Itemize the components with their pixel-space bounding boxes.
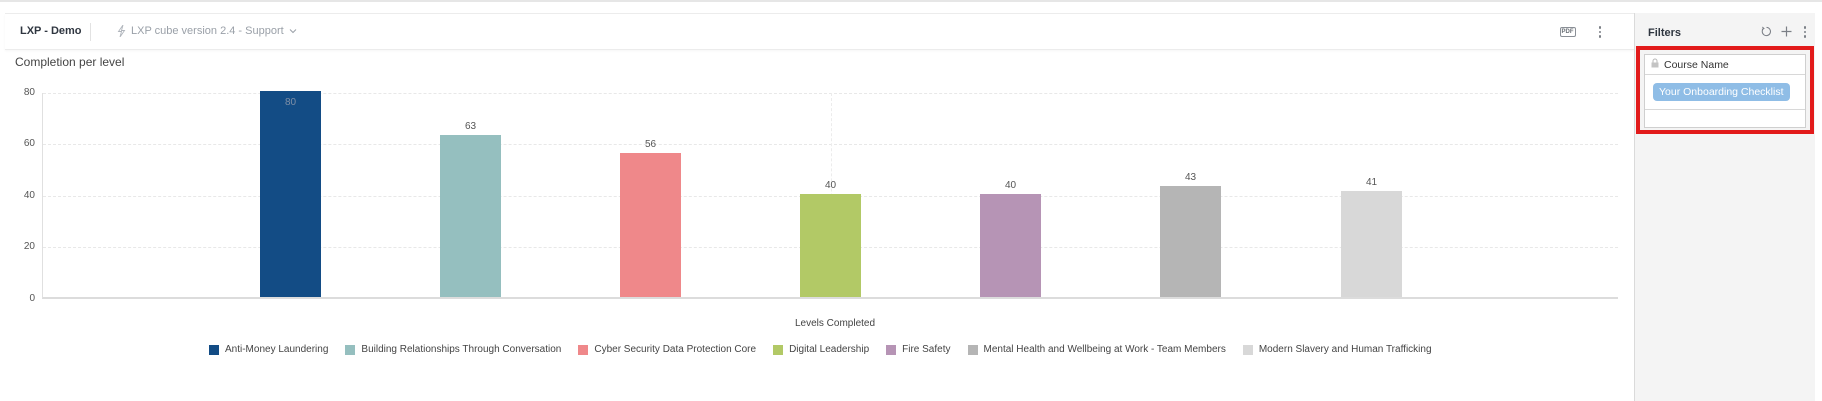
filter-course-name: Course Name Your Onboarding Checklist [1644,54,1806,128]
chevron-down-icon [289,28,297,34]
header-divider [90,23,91,41]
bar-digital-leadership[interactable] [800,194,861,297]
reset-filters-icon[interactable] [1761,26,1772,37]
legend-item[interactable]: Anti-Money Laundering [209,344,328,355]
filter-header[interactable]: Course Name [1645,55,1805,75]
legend-swatch [773,344,784,355]
lock-icon [1651,58,1659,71]
legend-label: Cyber Security Data Protection Core [594,344,757,355]
filters-panel: Filters Course Name Your Onboarding Chec… [1634,13,1815,401]
filters-title: Filters [1648,27,1682,39]
legend-label: Digital Leadership [789,344,870,355]
chart-title: Completion per level [15,55,125,69]
legend-item[interactable]: Mental Health and Wellbeing at Work - Te… [967,344,1226,355]
y-tick-60: 60 [23,138,35,149]
bar-value-label: 41 [1365,177,1378,188]
legend-item[interactable]: Building Relationships Through Conversat… [345,344,561,355]
legend-label: Modern Slavery and Human Trafficking [1258,344,1432,355]
dashboard-title: LXP - Demo [20,25,82,37]
bar-cyber-security[interactable] [620,153,681,297]
legend-swatch [967,344,978,355]
legend-swatch [345,344,356,355]
filter-footer [1645,110,1805,127]
legend-swatch [886,344,897,355]
widget-header: LXP - Demo LXP cube version 2.4 - Suppor… [5,14,1634,50]
bar-mental-health[interactable] [1160,186,1221,297]
bar-modern-slavery[interactable] [1341,191,1402,297]
widget-menu-icon[interactable] [1596,24,1605,40]
gridline-80 [43,93,1618,94]
bar-fire-safety[interactable] [980,194,1041,297]
pdf-export-icon[interactable]: PDF [1559,26,1576,37]
legend-label: Building Relationships Through Conversat… [361,344,562,355]
bar-value-label: 43 [1184,172,1197,183]
y-tick-0: 0 [29,293,35,304]
x-axis-label: Levels Completed [795,318,876,329]
legend-swatch [578,344,589,355]
bar-value-label: 40 [824,180,837,191]
bar-building-relationships[interactable] [440,135,501,297]
legend-label: Fire Safety [902,344,951,355]
legend-item[interactable]: Fire Safety [886,344,951,355]
filter-name: Course Name [1664,58,1729,71]
top-divider [0,0,1822,2]
y-tick-20: 20 [23,241,35,252]
bar-anti-money-laundering[interactable] [260,91,321,297]
dataset-selector[interactable]: LXP cube version 2.4 - Support [117,25,297,37]
y-tick-80: 80 [23,87,35,98]
chart-widget: LXP - Demo LXP cube version 2.4 - Suppor… [5,13,1634,401]
legend-item[interactable]: Digital Leadership [773,344,869,355]
bar-value-label: 63 [464,121,477,132]
gridline-60 [43,144,1618,145]
filter-value-chip[interactable]: Your Onboarding Checklist [1653,83,1790,101]
add-filter-icon[interactable] [1781,26,1792,37]
legend-swatch [1242,344,1253,355]
plot-area: 80 63 56 40 40 43 41 [42,91,1618,299]
bar-value-label: 80 [284,97,297,108]
y-tick-40: 40 [23,190,35,201]
legend-swatch [209,344,219,355]
legend-label: Mental Health and Wellbeing at Work - Te… [983,344,1226,355]
highlight-box: Course Name Your Onboarding Checklist [1636,46,1814,134]
dataset-label: LXP cube version 2.4 - Support [131,25,284,37]
bar-value-label: 40 [1004,180,1017,191]
bar-value-label: 56 [644,139,657,150]
filters-menu-icon[interactable] [1801,24,1810,40]
legend-item[interactable]: Modern Slavery and Human Trafficking [1242,344,1432,355]
lightning-icon [117,25,126,37]
legend-label: Anti-Money Laundering [225,344,329,355]
legend-item[interactable]: Cyber Security Data Protection Core [578,344,756,355]
chart-legend: Anti-Money Laundering Building Relations… [209,344,1432,355]
